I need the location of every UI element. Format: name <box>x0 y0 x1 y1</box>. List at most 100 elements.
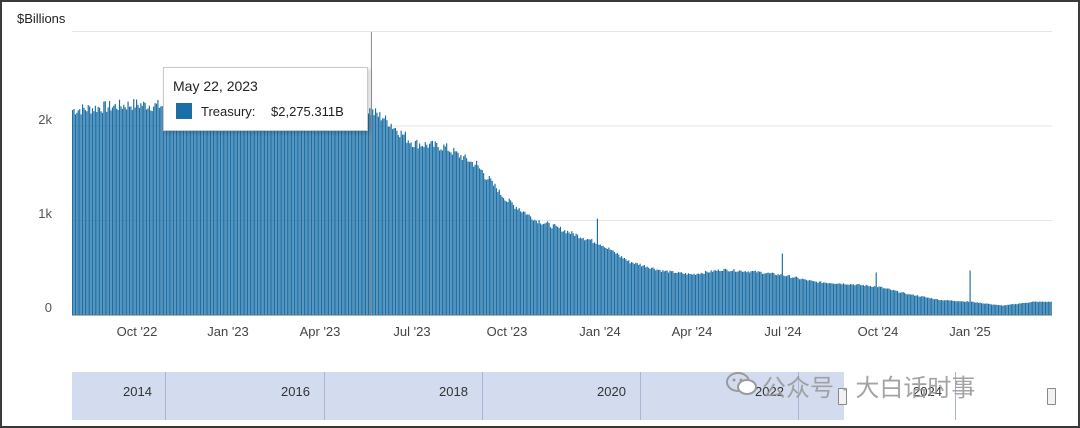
data-bar <box>273 112 276 316</box>
data-bar <box>807 280 809 315</box>
data-bar <box>278 107 280 315</box>
data-bar <box>320 96 323 315</box>
data-bar <box>805 280 808 315</box>
data-bar <box>885 288 887 315</box>
data-bar <box>872 286 874 315</box>
data-bar <box>301 106 303 315</box>
data-bar <box>485 179 488 315</box>
data-bar <box>345 106 347 315</box>
data-bar <box>997 305 1000 315</box>
data-bar <box>520 211 522 315</box>
data-bar <box>1043 301 1045 315</box>
data-bar <box>222 104 224 316</box>
data-bar <box>717 269 719 315</box>
data-bar <box>352 105 354 316</box>
data-bar <box>571 231 573 315</box>
data-bar <box>803 279 805 315</box>
y-axis-title: $Billions <box>17 11 66 26</box>
data-bar <box>626 260 628 315</box>
data-bar <box>111 107 113 315</box>
navigator-year-label: 2020 <box>597 384 626 399</box>
data-bar <box>295 107 297 315</box>
data-bar <box>1024 302 1027 315</box>
data-bar <box>96 112 98 315</box>
data-bar <box>117 110 119 315</box>
data-bar <box>239 106 242 316</box>
x-tick-label: Oct '23 <box>486 324 528 339</box>
data-bar <box>653 268 655 315</box>
data-bar <box>467 161 469 315</box>
data-bar <box>820 281 822 315</box>
data-bar <box>727 271 729 315</box>
data-bar <box>985 303 987 315</box>
data-bar <box>190 101 192 315</box>
data-bar <box>699 274 701 315</box>
data-bar <box>205 105 207 315</box>
data-bar <box>750 271 752 315</box>
data-bar <box>751 270 754 315</box>
data-bar <box>970 301 973 315</box>
data-bar <box>559 226 562 315</box>
data-bar <box>330 95 333 315</box>
data-bar <box>840 283 842 315</box>
data-bar <box>882 288 884 315</box>
data-bar <box>1009 304 1011 315</box>
data-bar <box>969 270 971 315</box>
data-bar <box>622 258 624 315</box>
data-bar <box>383 118 385 315</box>
data-bar <box>343 98 345 315</box>
data-bar <box>918 296 920 315</box>
data-bar <box>201 101 203 315</box>
data-bar <box>195 94 197 315</box>
data-bar <box>527 214 529 315</box>
data-bar <box>204 101 206 315</box>
data-bar <box>781 253 783 315</box>
data-bar <box>733 269 735 315</box>
data-bar <box>591 238 593 315</box>
data-bar <box>259 112 261 315</box>
data-bar <box>511 202 513 315</box>
data-bar <box>291 112 293 315</box>
data-bar <box>473 166 475 315</box>
data-bar <box>598 244 600 315</box>
data-bar <box>431 140 434 315</box>
data-bar <box>1040 301 1042 315</box>
data-bar <box>234 114 236 316</box>
tooltip-series-name: Treasury: <box>201 104 256 119</box>
data-bar <box>842 283 845 315</box>
data-bar <box>471 162 473 315</box>
data-bar <box>703 273 705 315</box>
data-bar <box>356 108 358 315</box>
data-bar <box>945 300 947 315</box>
data-bar <box>646 266 648 315</box>
data-bar <box>939 300 941 315</box>
data-bar <box>694 274 697 315</box>
data-bar <box>363 107 365 315</box>
navigator-left-handle[interactable] <box>838 388 847 405</box>
data-bar <box>308 98 310 315</box>
data-bar <box>500 194 502 315</box>
data-bar <box>652 267 654 315</box>
data-bar <box>951 300 953 315</box>
data-bar <box>797 277 799 315</box>
data-bar <box>241 115 243 315</box>
data-bar <box>232 115 234 315</box>
data-bar <box>611 250 613 315</box>
data-bar <box>545 222 547 315</box>
data-bar <box>575 233 577 315</box>
data-bar <box>296 105 298 315</box>
navigator-right-handle[interactable] <box>1047 388 1056 405</box>
navigator-selected-range[interactable] <box>844 372 1044 420</box>
data-bar <box>932 299 934 315</box>
data-bar <box>871 286 873 315</box>
data-bar <box>316 102 318 315</box>
data-bar <box>390 123 392 315</box>
data-bar <box>1017 303 1020 315</box>
data-bar <box>221 111 223 315</box>
data-bar <box>943 300 946 315</box>
x-tick-label: Apr '23 <box>299 324 341 339</box>
data-bar <box>857 284 859 315</box>
data-bar <box>689 273 691 315</box>
data-bar <box>1029 302 1031 315</box>
data-bar <box>603 247 606 315</box>
